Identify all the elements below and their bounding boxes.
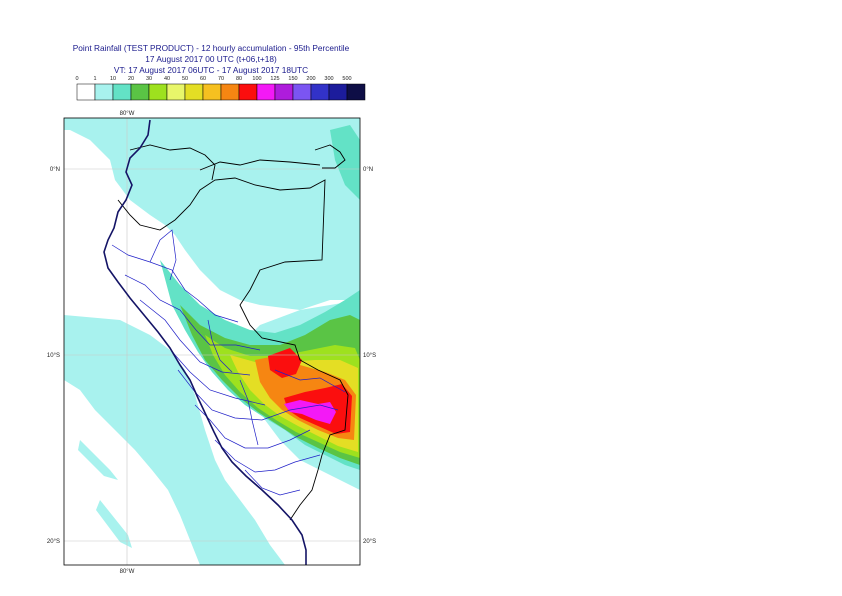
legend-label-6: 50	[182, 76, 188, 82]
lat-label-left-20: 20°S	[47, 539, 60, 545]
lon-label-bottom: 80°W	[120, 569, 135, 575]
lon-label-top: 80°W	[120, 111, 135, 117]
legend-label-9: 80	[236, 76, 242, 82]
lat-label-right-0: 0°N	[363, 167, 373, 173]
legend-label-13: 200	[306, 76, 315, 82]
rainfall-streak-ocean-4	[140, 370, 160, 402]
lat-label-left-10: 10°S	[47, 353, 60, 359]
rainfall-field	[64, 118, 360, 565]
legend-label-12: 150	[288, 76, 297, 82]
legend-label-2: 10	[110, 76, 116, 82]
legend-label-0: 0	[75, 76, 78, 82]
rainfall-legend: 0 1 10 20 30 40 50 60 70 80 100 125 150 200 300 500	[75, 76, 366, 101]
rainfall-streak-ocean-2	[146, 410, 176, 458]
rainfall-streak-ocean-1	[78, 440, 118, 480]
legend-label-14: 300	[324, 76, 333, 82]
coastline	[103, 119, 307, 565]
legend-label-8: 70	[218, 76, 224, 82]
rainfall-region-teal-north	[330, 125, 360, 200]
legend-label-10: 100	[252, 76, 261, 82]
title-valid-time: VT: 17 August 2017 06UTC - 17 August 201…	[113, 65, 309, 75]
legend-label-15: 500	[342, 76, 351, 82]
legend-swatch-15	[346, 83, 366, 101]
legend-label-1: 1	[93, 76, 96, 82]
title-product: Point Rainfall (TEST PRODUCT) - 12 hourl…	[72, 43, 350, 53]
lat-label-right-10: 10°S	[363, 353, 376, 359]
rainfall-streak-ocean-3	[96, 500, 132, 548]
legend-label-4: 30	[146, 76, 152, 82]
legend-label-3: 20	[128, 76, 134, 82]
country-borders	[117, 144, 349, 521]
graticule	[64, 118, 360, 565]
lat-label-right-20: 20°S	[363, 539, 376, 545]
lat-label-left-0: 0°N	[50, 167, 60, 173]
legend-label-11: 125	[270, 76, 279, 82]
rainfall-region-light-cyan-coast	[64, 315, 285, 565]
legend-label-5: 40	[164, 76, 170, 82]
map-frame	[63, 117, 361, 566]
region-boundaries	[111, 229, 346, 496]
title-run-time: 17 August 2017 00 UTC (t+06,t+18)	[145, 54, 277, 64]
legend-label-7: 60	[200, 76, 206, 82]
